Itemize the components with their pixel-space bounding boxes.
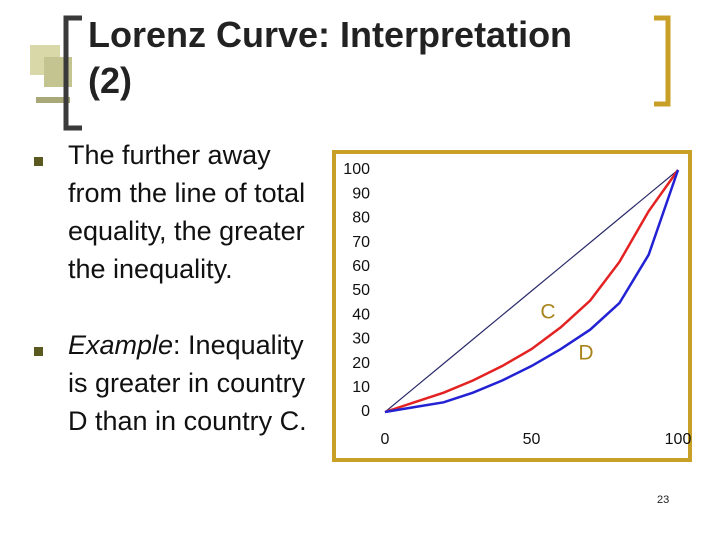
bullet: The further away from the line of total … <box>68 140 306 284</box>
bullet-mark <box>34 347 43 356</box>
bullet-text: : Inequality is greater in country D tha… <box>68 330 307 436</box>
line <box>384 169 679 413</box>
y-tick-label: 40 <box>352 306 370 323</box>
title-bracket <box>63 15 82 131</box>
y-tick-label: 50 <box>352 282 370 299</box>
x-tick-label: 100 <box>665 431 692 448</box>
chart-frame <box>332 150 692 462</box>
y-tick-label: 100 <box>343 161 370 178</box>
y-tick-label: 60 <box>352 258 370 275</box>
x-tick-label: 0 <box>381 431 390 448</box>
y-tick-label: 80 <box>352 210 370 227</box>
y-tick-label: 70 <box>352 234 370 251</box>
y-tick-label: 10 <box>352 379 370 396</box>
annotation: D <box>578 342 593 365</box>
slide-title: Lorenz Curve: Interpretation <box>88 14 573 55</box>
x-tick-label: 50 <box>523 431 541 448</box>
slide-title: (2) <box>88 60 132 101</box>
y-tick-label: 20 <box>352 355 370 372</box>
decor-bar <box>36 97 70 103</box>
y-tick-label: 30 <box>352 331 370 348</box>
annotation: C <box>540 301 555 324</box>
line <box>384 169 680 414</box>
bullet: Example: Inequality is greater in countr… <box>68 326 323 440</box>
line <box>384 169 680 414</box>
emphasis: Example <box>68 330 174 360</box>
page-number: 23 <box>657 494 670 506</box>
title-bracket <box>654 15 671 107</box>
y-tick-label: 0 <box>361 403 370 420</box>
y-tick-label: 90 <box>352 185 370 202</box>
bullet-mark <box>34 157 43 166</box>
